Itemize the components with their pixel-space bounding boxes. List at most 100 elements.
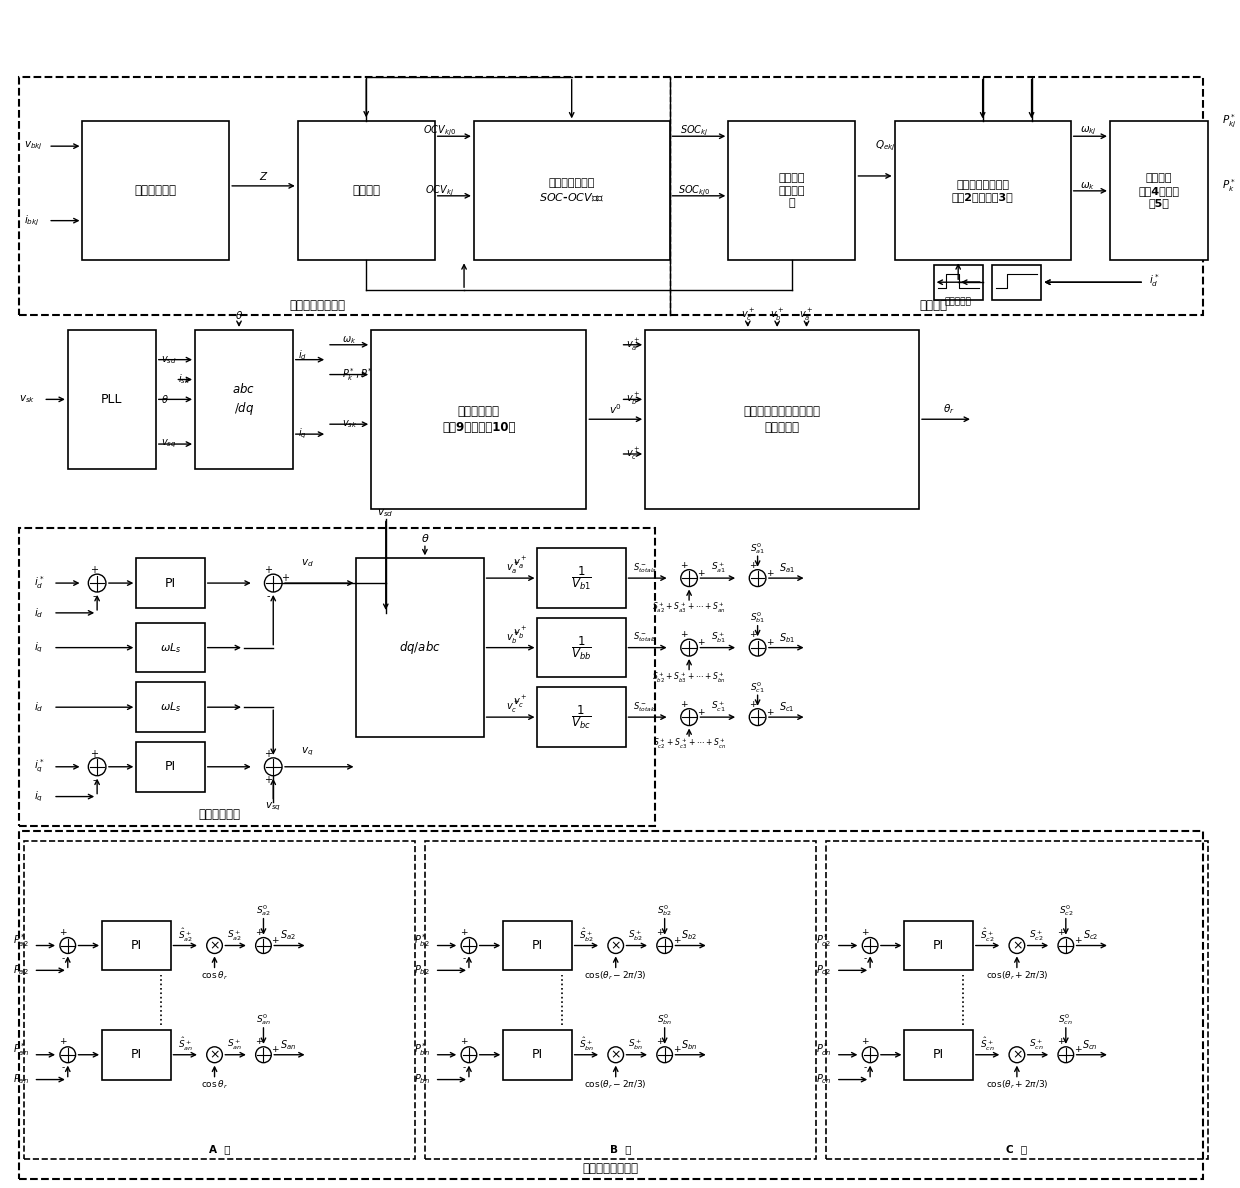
Text: +: + (749, 561, 756, 570)
Text: $\cos\theta_r$: $\cos\theta_r$ (201, 969, 228, 981)
Text: +: + (60, 1037, 67, 1047)
Text: $S_{b1}^0$: $S_{b1}^0$ (750, 611, 765, 625)
Bar (136, 682, 205, 732)
Text: 功率分配
式（4）、式
（5）: 功率分配 式（4）、式 （5） (1138, 173, 1179, 208)
Text: $S_{cn}^0$: $S_{cn}^0$ (1059, 1012, 1073, 1028)
Bar (19, 529, 655, 827)
Text: $\dfrac{1}{V_{b1}}$: $\dfrac{1}{V_{b1}}$ (572, 564, 591, 592)
Text: $S_{cn}$: $S_{cn}$ (1083, 1038, 1099, 1051)
Text: $\theta$: $\theta$ (420, 532, 429, 544)
Bar (992, 265, 1042, 301)
Text: -: - (463, 1063, 466, 1072)
Text: +: + (765, 638, 773, 647)
Bar (894, 121, 1070, 260)
Text: PI: PI (165, 576, 176, 589)
Text: -: - (93, 775, 95, 785)
Bar (537, 688, 625, 747)
Text: $v_b^+$: $v_b^+$ (513, 625, 527, 640)
Text: $S_{c2}^++S_{c3}^++\cdots+S_{cn}^+$: $S_{c2}^++S_{c3}^++\cdots+S_{cn}^+$ (652, 737, 725, 751)
Text: +: + (272, 1045, 279, 1054)
Text: -: - (463, 954, 466, 963)
Text: +: + (656, 1037, 663, 1047)
Bar (503, 921, 572, 971)
Text: $v_d$: $v_d$ (301, 557, 314, 569)
Text: $\omega_k$: $\omega_k$ (1080, 181, 1096, 191)
Text: +: + (765, 708, 773, 716)
Text: $\hat{S}_{bn}^+$: $\hat{S}_{bn}^+$ (579, 1036, 594, 1054)
Bar (537, 549, 625, 608)
Text: +: + (681, 561, 688, 570)
Text: $S_{b2}^++S_{b3}^++\cdots+S_{bn}^+$: $S_{b2}^++S_{b3}^++\cdots+S_{bn}^+$ (652, 670, 725, 684)
Text: $\cos(\theta_r-2\pi/3)$: $\cos(\theta_r-2\pi/3)$ (584, 969, 647, 981)
Text: $P_{c2}$: $P_{c2}$ (816, 963, 831, 978)
Text: $i_{bkj}$: $i_{bkj}$ (24, 214, 40, 228)
Text: $i_q$: $i_q$ (33, 789, 42, 804)
Text: $S_{an}$: $S_{an}$ (280, 1038, 296, 1051)
Bar (728, 121, 856, 260)
Text: A  相: A 相 (208, 1144, 231, 1154)
Text: -: - (863, 954, 867, 963)
Text: C  相: C 相 (1007, 1144, 1028, 1154)
Bar (298, 121, 435, 260)
Text: +: + (765, 569, 773, 577)
Text: $S_{c2}^0$: $S_{c2}^0$ (1059, 903, 1073, 918)
Text: $S_{b1}^+$: $S_{b1}^+$ (711, 631, 727, 645)
Text: +: + (672, 936, 680, 944)
Text: $\omega L_s$: $\omega L_s$ (160, 640, 181, 655)
Text: +: + (672, 1045, 680, 1054)
Text: $S_{c1}^+$: $S_{c1}^+$ (711, 700, 725, 714)
Text: $i_d$: $i_d$ (33, 700, 43, 714)
Text: +: + (1074, 1045, 1081, 1054)
Bar (136, 623, 205, 672)
Text: $i_q$: $i_q$ (33, 640, 42, 655)
Text: $P_{b2}$: $P_{b2}$ (414, 963, 430, 978)
Text: $v_a^+$: $v_a^+$ (506, 560, 521, 576)
Text: +: + (91, 748, 98, 759)
Text: +: + (749, 630, 756, 639)
Text: +: + (1058, 928, 1065, 937)
Text: +: + (862, 1037, 869, 1047)
Text: $S_{totala}^-$: $S_{totala}^-$ (634, 562, 657, 575)
Bar (904, 1030, 973, 1080)
Text: $\times$: $\times$ (210, 1048, 219, 1061)
Text: $\dfrac{1}{V_{bc}}$: $\dfrac{1}{V_{bc}}$ (572, 703, 591, 731)
Text: $dq$/$abc$: $dq$/$abc$ (399, 639, 441, 656)
Bar (371, 330, 587, 508)
Text: $\theta$: $\theta$ (234, 309, 243, 321)
Text: 电池内阻估计: 电池内阻估计 (135, 184, 177, 197)
Text: PI: PI (532, 939, 543, 952)
Text: $\dfrac{1}{V_{bb}}$: $\dfrac{1}{V_{bb}}$ (572, 633, 591, 662)
Text: $S_{bn}^0$: $S_{bn}^0$ (657, 1012, 672, 1028)
Text: $v_{sd}$: $v_{sd}$ (377, 507, 394, 519)
Text: 电池组有
效容量估
计: 电池组有 效容量估 计 (779, 173, 805, 208)
Text: $i_d^*$: $i_d^*$ (1149, 272, 1159, 289)
Text: +: + (255, 1037, 263, 1047)
Text: $i_d$: $i_d$ (298, 348, 306, 361)
Text: 功率分配: 功率分配 (920, 298, 947, 311)
Text: $abc$
$/dq$: $abc$ $/dq$ (232, 383, 255, 417)
Text: $\hat{S}_{a2}^+$: $\hat{S}_{a2}^+$ (177, 927, 192, 944)
Text: $v_c^+$: $v_c^+$ (506, 700, 521, 715)
Text: $v_c^+$: $v_c^+$ (740, 307, 755, 323)
Text: $P_{cn}^*$: $P_{cn}^*$ (816, 1042, 831, 1059)
Text: $P_{an}^*$: $P_{an}^*$ (12, 1042, 29, 1059)
Bar (136, 742, 205, 791)
Text: +: + (264, 748, 273, 759)
Bar (474, 121, 670, 260)
Text: $v_a^+$: $v_a^+$ (513, 555, 527, 571)
Text: $i_{sk}$: $i_{sk}$ (177, 373, 190, 386)
Text: +: + (460, 1037, 467, 1047)
Text: 变换器输出电压的基波分
量相位计算: 变换器输出电压的基波分 量相位计算 (744, 405, 821, 434)
Bar (904, 921, 973, 971)
Text: $OCV_{kj}$: $OCV_{kj}$ (425, 184, 454, 198)
Bar (19, 77, 1203, 315)
Text: $P_{bn}$: $P_{bn}$ (414, 1073, 430, 1087)
Text: +: + (697, 638, 704, 647)
Text: $\hat{S}_{cn}^+$: $\hat{S}_{cn}^+$ (980, 1036, 994, 1054)
Text: $\cos(\theta_r+2\pi/3)$: $\cos(\theta_r+2\pi/3)$ (986, 969, 1048, 981)
Text: $\times$: $\times$ (1012, 939, 1022, 952)
Text: +: + (697, 708, 704, 716)
Text: $\cos(\theta_r+2\pi/3)$: $\cos(\theta_r+2\pi/3)$ (986, 1079, 1048, 1091)
Text: $S_{totalc}^-$: $S_{totalc}^-$ (634, 701, 657, 714)
Text: +: + (281, 573, 289, 583)
